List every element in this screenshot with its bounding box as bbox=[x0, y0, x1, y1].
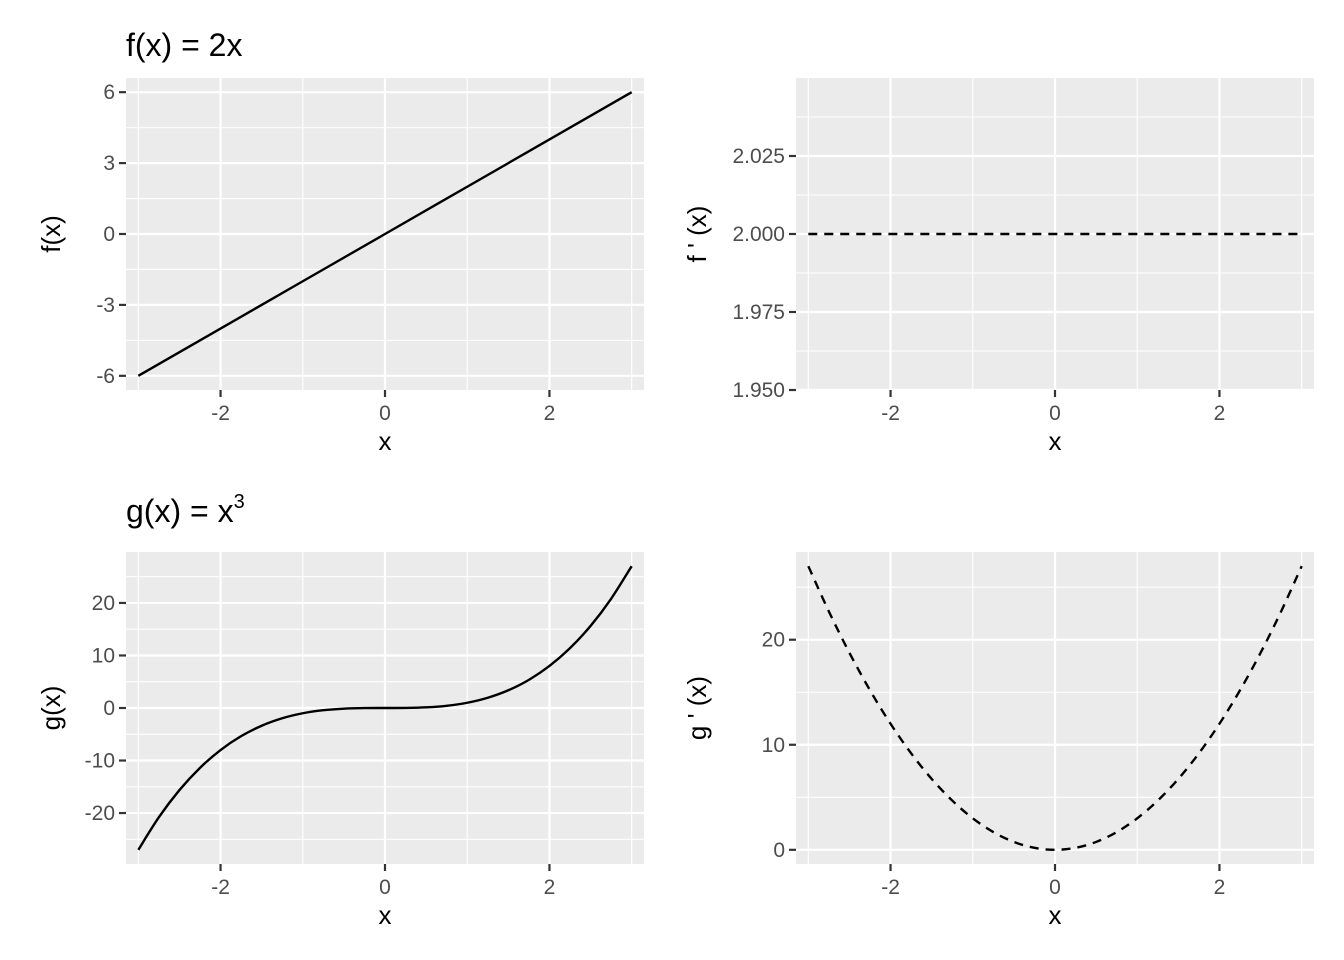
y-tick-label: 20 bbox=[92, 592, 115, 615]
x-tick-label: 2 bbox=[544, 402, 556, 425]
solid-series-line bbox=[137, 565, 633, 851]
x-tick-label: -2 bbox=[881, 876, 900, 899]
y-tick-label: 0 bbox=[103, 223, 115, 246]
x-tick-label: 2 bbox=[1214, 402, 1226, 425]
y-tick-label: 2.000 bbox=[732, 223, 785, 246]
y-tick-label: -10 bbox=[85, 750, 115, 773]
x-tick-label: 0 bbox=[1049, 402, 1061, 425]
y-tick-label: 1.950 bbox=[732, 379, 785, 402]
panel-f-prime-of-x: -2 0 2 1.950 1.975 2.000 2.025 x f ' (x) bbox=[682, 78, 1314, 456]
y-tick-label: 6 bbox=[103, 81, 115, 104]
panel-1-title: f(x) = 2x bbox=[126, 27, 242, 63]
y-tick-label: -20 bbox=[85, 802, 115, 825]
x-tick-label: 0 bbox=[379, 402, 391, 425]
x-axis-title: x bbox=[379, 426, 392, 456]
x-tick-label: 2 bbox=[544, 876, 556, 899]
y-tick-label: 2.025 bbox=[732, 145, 785, 168]
y-tick-label: 0 bbox=[103, 697, 115, 720]
y-tick-label: 20 bbox=[762, 629, 785, 652]
x-tick-label: 2 bbox=[1214, 876, 1226, 899]
panel-f-of-x: -2 0 2 -6 -3 0 3 6 x f(x) bbox=[36, 78, 644, 456]
x-axis-title: x bbox=[1049, 900, 1062, 930]
y-axis-title: f(x) bbox=[36, 215, 66, 253]
panel-3-title: g(x) = x3 bbox=[126, 491, 245, 529]
y-tick-label: 1.975 bbox=[732, 301, 785, 324]
x-tick-label: -2 bbox=[211, 876, 230, 899]
y-tick-label: -3 bbox=[96, 294, 115, 317]
x-tick-label: -2 bbox=[211, 402, 230, 425]
y-axis-title: g(x) bbox=[36, 686, 66, 731]
dashed-series-line bbox=[807, 565, 1303, 852]
y-tick-label: 10 bbox=[92, 644, 115, 667]
x-tick-label: 0 bbox=[379, 876, 391, 899]
y-tick-label: -6 bbox=[96, 365, 115, 388]
x-tick-label: 0 bbox=[1049, 876, 1061, 899]
x-axis-title: x bbox=[1049, 426, 1062, 456]
y-tick-label: 0 bbox=[773, 839, 785, 862]
y-axis-title: f ' (x) bbox=[682, 206, 712, 263]
solid-series-line bbox=[137, 91, 633, 377]
y-tick-label: 3 bbox=[103, 152, 115, 175]
y-tick-label: 10 bbox=[762, 734, 785, 757]
x-axis-title: x bbox=[379, 900, 392, 930]
y-axis-title: g ' (x) bbox=[682, 676, 712, 740]
x-tick-label: -2 bbox=[881, 402, 900, 425]
